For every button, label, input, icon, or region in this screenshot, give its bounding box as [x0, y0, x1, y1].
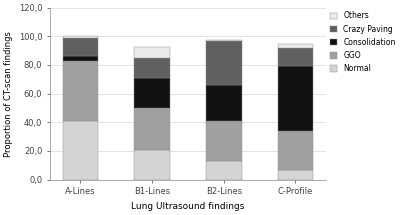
Bar	[206, 85, 242, 121]
X-axis label: Lung Ultrasound findings: Lung Ultrasound findings	[131, 202, 245, 211]
Bar	[278, 66, 313, 131]
Bar	[134, 78, 170, 108]
Bar	[134, 58, 170, 78]
Bar	[278, 44, 313, 48]
Bar	[278, 170, 313, 180]
Y-axis label: Proportion of CT-scan findings: Proportion of CT-scan findings	[4, 31, 13, 157]
Bar	[134, 108, 170, 150]
Bar	[62, 121, 98, 180]
Bar	[206, 41, 242, 85]
Bar	[206, 161, 242, 180]
Bar	[278, 48, 313, 66]
Bar	[134, 150, 170, 180]
Legend: Others, Crazy Paving, Consolidation, GGO, Normal: Others, Crazy Paving, Consolidation, GGO…	[330, 11, 396, 73]
Bar	[62, 36, 98, 38]
Bar	[134, 47, 170, 58]
Bar	[62, 56, 98, 61]
Bar	[278, 131, 313, 170]
Bar	[62, 38, 98, 56]
Bar	[62, 61, 98, 121]
Bar	[206, 121, 242, 161]
Bar	[206, 40, 242, 41]
